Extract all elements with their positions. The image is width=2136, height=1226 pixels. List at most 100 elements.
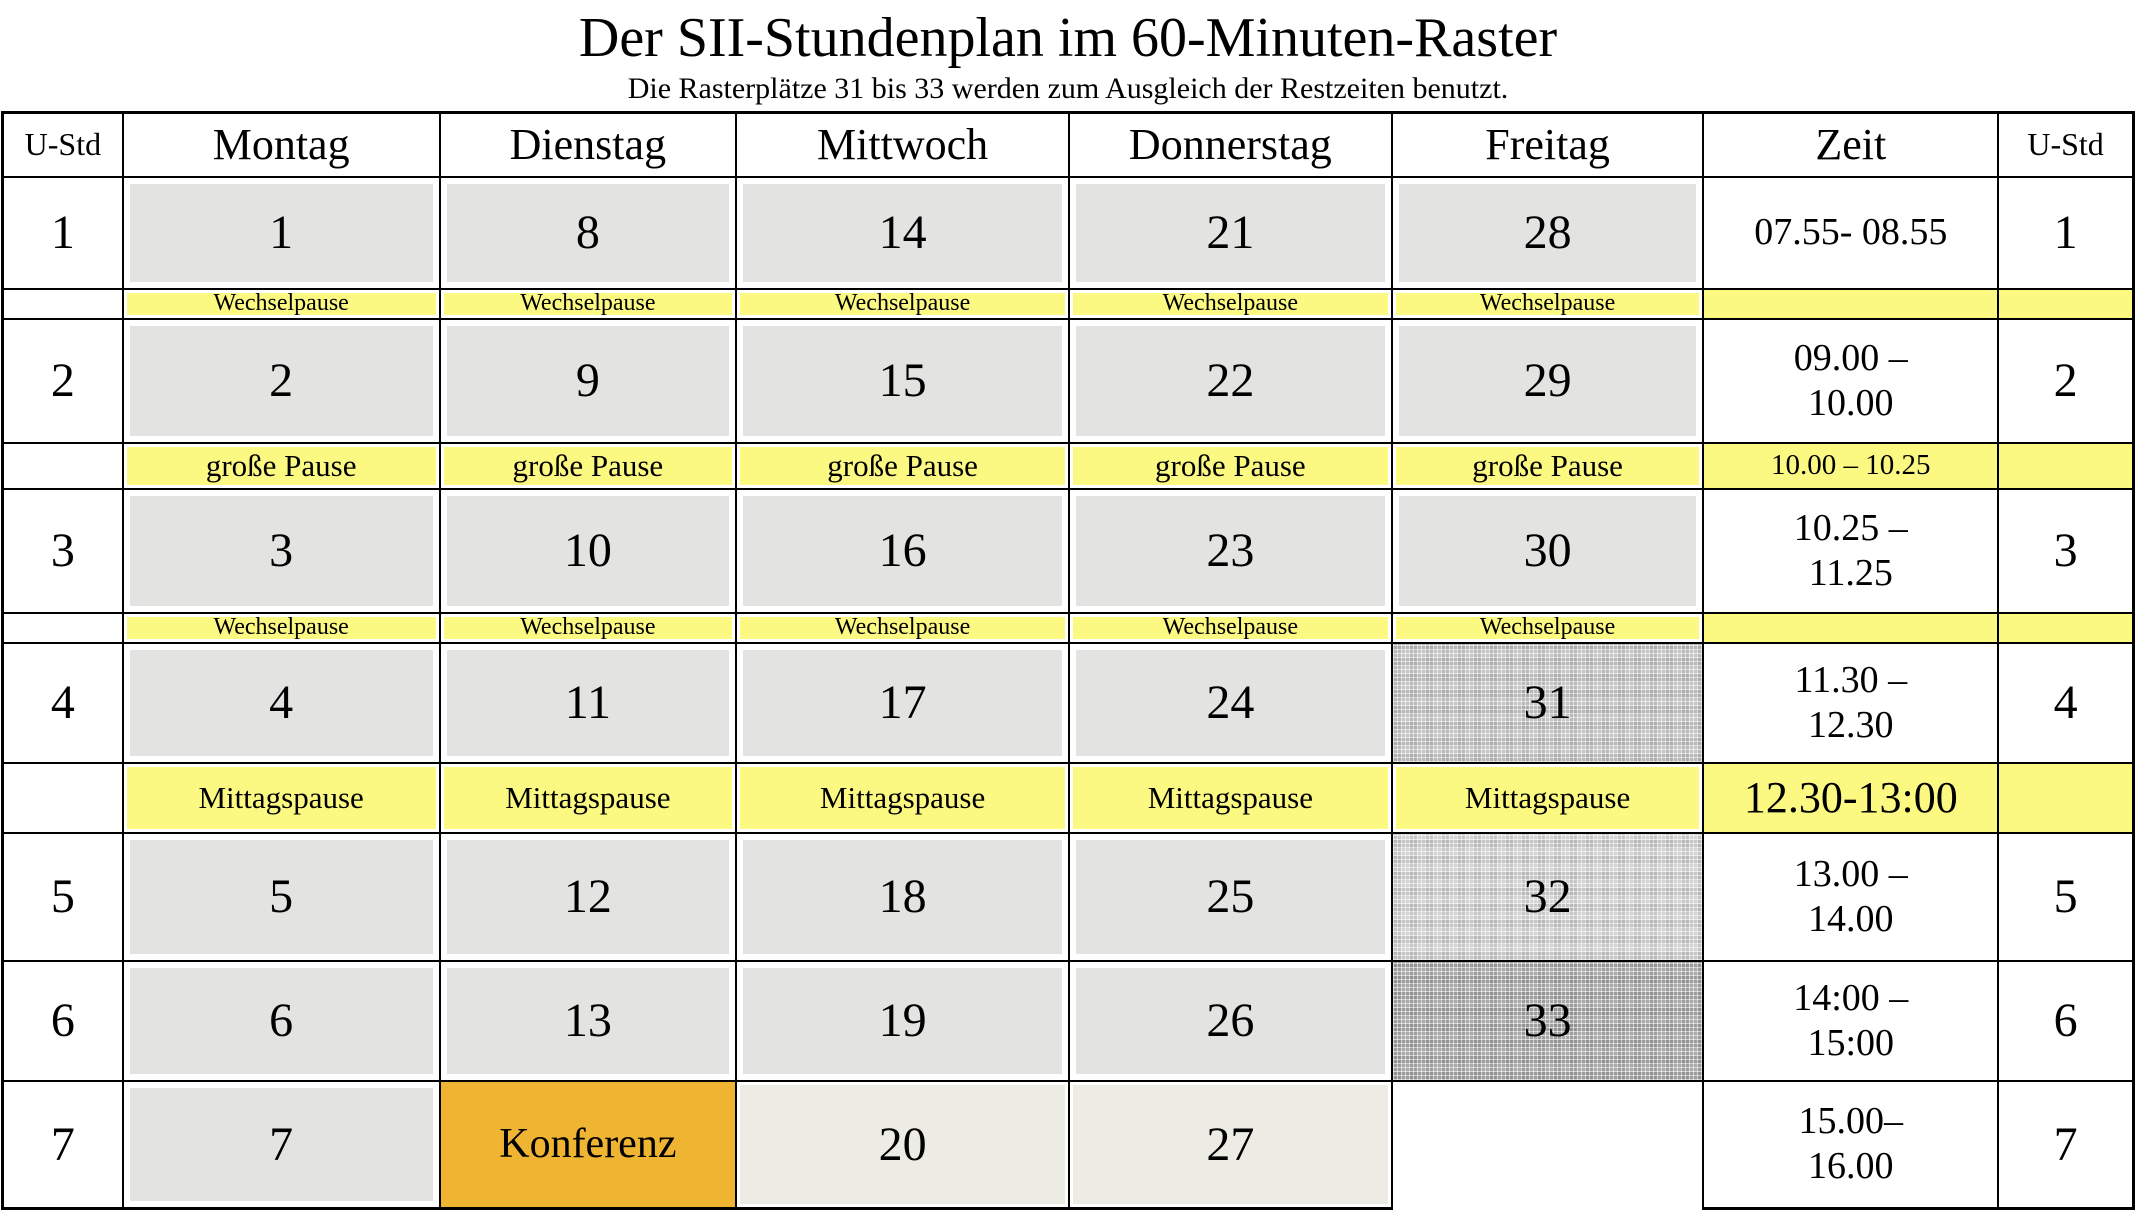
wechselpause-row-2: Wechselpause Wechselpause Wechselpause W… — [1, 611, 2135, 644]
zeit-4-line1: 11.30 – — [1794, 658, 1908, 701]
header-freitag: Freitag — [1390, 111, 1705, 178]
ustd-left-7: 7 — [1, 1079, 124, 1210]
cell-montag-7: 7 — [121, 1079, 441, 1210]
zeit-2-line1: 09.00 – — [1793, 336, 1908, 379]
wechselpause-row-1: Wechselpause Wechselpause Wechselpause W… — [1, 287, 2135, 320]
wechselpause2-ustd-left — [1, 611, 124, 644]
header-mittwoch: Mittwoch — [735, 111, 1070, 178]
cell-freitag-3: 30 — [1390, 487, 1705, 614]
cell-dienstag-7-konferenz: Konferenz — [438, 1079, 738, 1210]
ustd-right-2: 2 — [1997, 317, 2135, 444]
ustd-left-5: 5 — [1, 831, 124, 962]
cell-donnerstag-6: 26 — [1067, 959, 1393, 1082]
wechselpause1-mittwoch: Wechselpause — [735, 287, 1070, 320]
period-row-2: 2 2 9 15 22 29 09.00 – 10.00 2 — [1, 317, 2135, 444]
zeit-6: 14:00 – 15:00 — [1702, 959, 2000, 1082]
wechselpause1-dienstag: Wechselpause — [438, 287, 738, 320]
mittagspause-ustd-right — [1997, 761, 2135, 834]
period-row-7: 7 7 Konferenz 20 27 15.00– 16.00 7 — [1, 1079, 2135, 1210]
cell-montag-6: 6 — [121, 959, 441, 1082]
wechselpause2-dienstag: Wechselpause — [438, 611, 738, 644]
cell-donnerstag-5: 25 — [1067, 831, 1393, 962]
mittagspause-zeit: 12.30-13:00 — [1702, 761, 2000, 834]
cell-dienstag-5: 12 — [438, 831, 738, 962]
cell-freitag-2: 29 — [1390, 317, 1705, 444]
cell-mittwoch-7: 20 — [735, 1079, 1070, 1210]
zeit-4-line2: 12.30 — [1808, 703, 1894, 746]
cell-dienstag-4: 11 — [438, 641, 738, 764]
period-row-1: 1 1 8 14 21 28 07.55- 08.55 1 — [1, 175, 2135, 290]
ustd-right-5: 5 — [1997, 831, 2135, 962]
timetable: U-Std Montag Dienstag Mittwoch Donnersta… — [1, 111, 2135, 1210]
cell-donnerstag-1: 21 — [1067, 175, 1393, 290]
cell-donnerstag-2: 22 — [1067, 317, 1393, 444]
cell-freitag-5-raster32: 32 — [1390, 831, 1705, 962]
ustd-left-4: 4 — [1, 641, 124, 764]
cell-mittwoch-3: 16 — [735, 487, 1070, 614]
cell-freitag-6-raster33: 33 — [1390, 959, 1705, 1082]
header-dienstag: Dienstag — [438, 111, 738, 178]
zeit-7: 15.00– 16.00 — [1702, 1079, 2000, 1210]
page-subtitle: Die Rasterplätze 31 bis 33 werden zum Au… — [627, 72, 1509, 105]
zeit-7-line1: 15.00– — [1798, 1100, 1904, 1143]
zeit-6-line2: 15:00 — [1807, 1021, 1895, 1064]
mittagspause-montag: Mittagspause — [121, 761, 441, 834]
grossepause-mittwoch: große Pause — [735, 441, 1070, 490]
ustd-left-6: 6 — [1, 959, 124, 1082]
cell-montag-2: 2 — [121, 317, 441, 444]
header-zeit: Zeit — [1702, 111, 2000, 178]
cell-donnerstag-7: 27 — [1067, 1079, 1393, 1210]
mittagspause-dienstag: Mittagspause — [438, 761, 738, 834]
ustd-left-2: 2 — [1, 317, 124, 444]
period-row-4: 4 4 11 17 24 31 11.30 – 12.30 4 — [1, 641, 2135, 764]
zeit-2-line2: 10.00 — [1808, 381, 1894, 424]
cell-freitag-1: 28 — [1390, 175, 1705, 290]
wechselpause1-freitag: Wechselpause — [1390, 287, 1705, 320]
zeit-1: 07.55- 08.55 — [1702, 175, 2000, 290]
wechselpause2-freitag: Wechselpause — [1390, 611, 1705, 644]
grossepause-dienstag: große Pause — [438, 441, 738, 490]
header-ustd-right: U-Std — [1997, 111, 2135, 178]
ustd-left-1: 1 — [1, 175, 124, 290]
header-donnerstag: Donnerstag — [1067, 111, 1393, 178]
grossepause-freitag: große Pause — [1390, 441, 1705, 490]
mittagspause-donnerstag: Mittagspause — [1067, 761, 1393, 834]
zeit-7-line2: 16.00 — [1808, 1145, 1894, 1188]
cell-mittwoch-2: 15 — [735, 317, 1070, 444]
ustd-right-7: 7 — [1997, 1079, 2135, 1210]
cell-freitag-7-empty — [1390, 1079, 1705, 1209]
cell-donnerstag-4: 24 — [1067, 641, 1393, 764]
cell-mittwoch-4: 17 — [735, 641, 1070, 764]
page-title: Der SII-Stundenplan im 60-Minuten-Raster — [578, 7, 1558, 69]
zeit-3-line1: 10.25 – — [1793, 506, 1908, 549]
cell-dienstag-1: 8 — [438, 175, 738, 290]
wechselpause2-montag: Wechselpause — [121, 611, 441, 644]
grossepause-donnerstag: große Pause — [1067, 441, 1393, 490]
cell-mittwoch-5: 18 — [735, 831, 1070, 962]
wechselpause1-ustd-left — [1, 287, 124, 320]
cell-mittwoch-6: 19 — [735, 959, 1070, 1082]
cell-dienstag-3: 10 — [438, 487, 738, 614]
cell-dienstag-2: 9 — [438, 317, 738, 444]
zeit-3: 10.25 – 11.25 — [1702, 487, 2000, 614]
cell-montag-5: 5 — [121, 831, 441, 962]
period-row-5: 5 5 12 18 25 32 13.00 – 14.00 5 — [1, 831, 2135, 962]
mittagspause-freitag: Mittagspause — [1390, 761, 1705, 834]
wechselpause1-ustd-right — [1997, 287, 2135, 320]
mittagspause-row: Mittagspause Mittagspause Mittagspause M… — [1, 761, 2135, 834]
header-montag: Montag — [121, 111, 441, 178]
wechselpause1-donnerstag: Wechselpause — [1067, 287, 1393, 320]
ustd-right-3: 3 — [1997, 487, 2135, 614]
zeit-5-line1: 13.00 – — [1793, 852, 1908, 895]
grossepause-zeit: 10.00 – 10.25 — [1702, 441, 2000, 490]
zeit-6-line1: 14:00 – — [1793, 976, 1909, 1019]
cell-donnerstag-3: 23 — [1067, 487, 1393, 614]
period-row-6: 6 6 13 19 26 33 14:00 – 15:00 6 — [1, 959, 2135, 1082]
cell-dienstag-6: 13 — [438, 959, 738, 1082]
period-row-3: 3 3 10 16 23 30 10.25 – 11.25 3 — [1, 487, 2135, 614]
header-row: U-Std Montag Dienstag Mittwoch Donnersta… — [1, 111, 2135, 178]
cell-freitag-4-raster31: 31 — [1390, 641, 1705, 764]
wechselpause1-zeit — [1702, 287, 2000, 320]
wechselpause1-montag: Wechselpause — [121, 287, 441, 320]
